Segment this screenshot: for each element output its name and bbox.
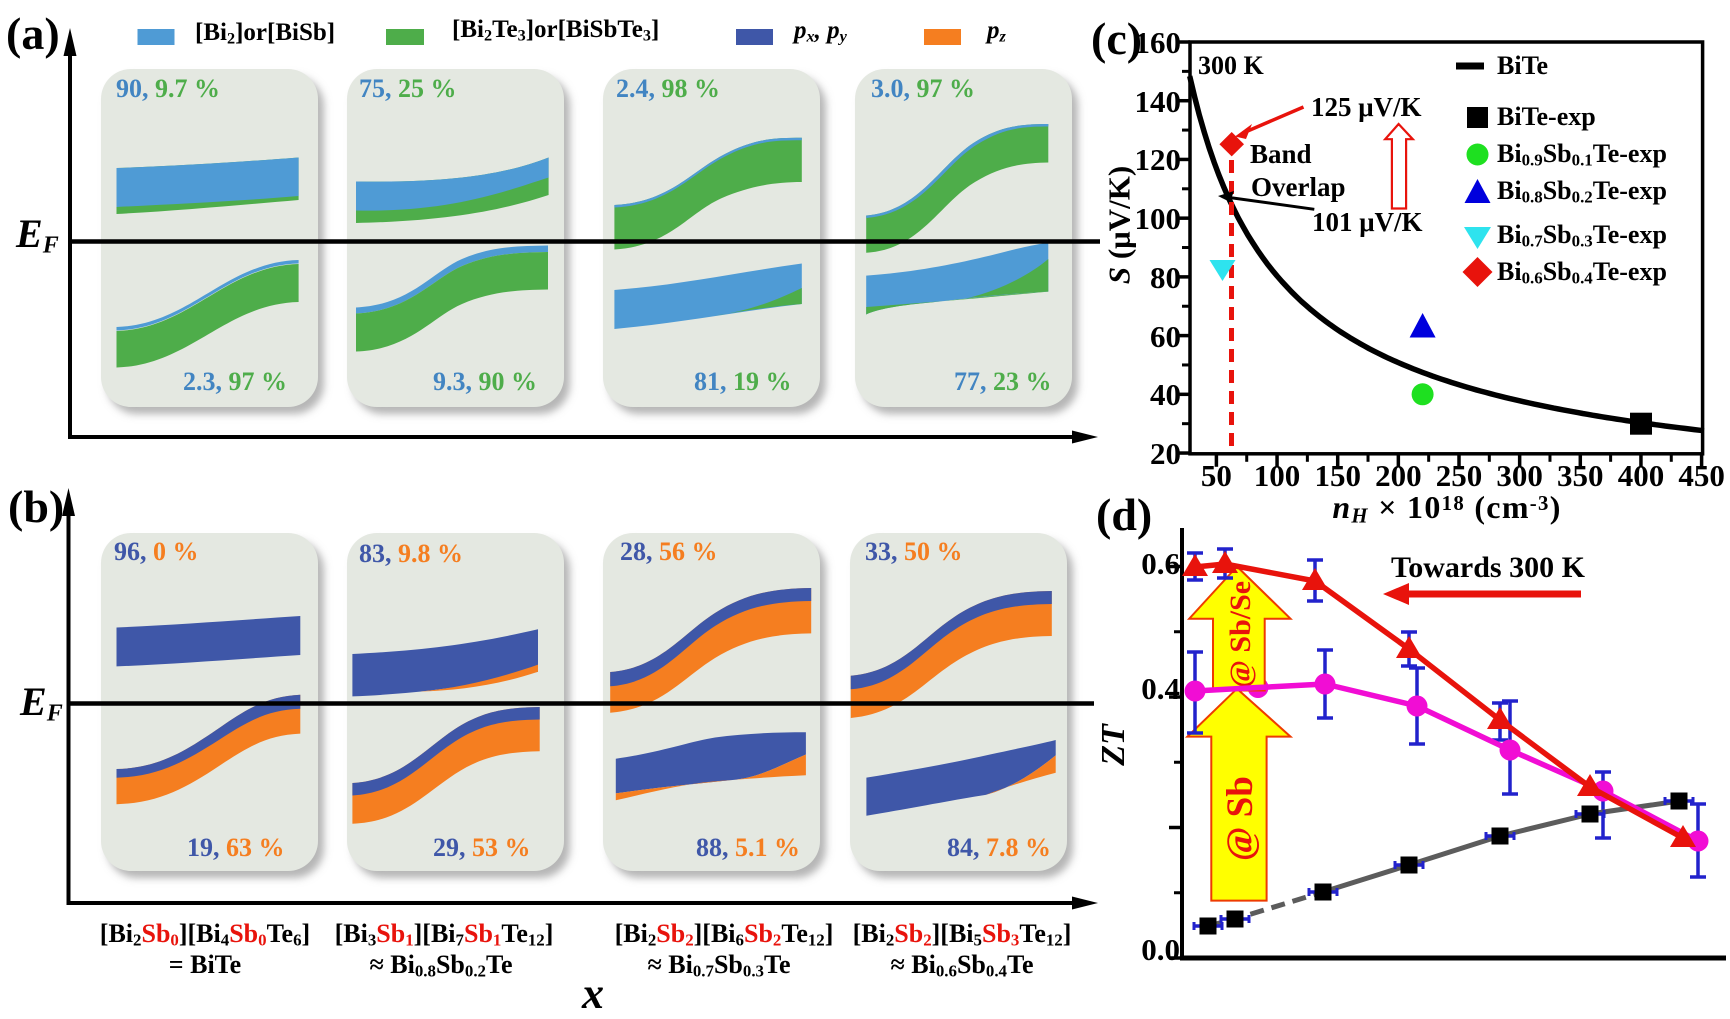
svg-text:@ Sb/Se: @ Sb/Se: [1224, 581, 1257, 688]
svg-text:@ Sb: @ Sb: [1220, 776, 1261, 861]
